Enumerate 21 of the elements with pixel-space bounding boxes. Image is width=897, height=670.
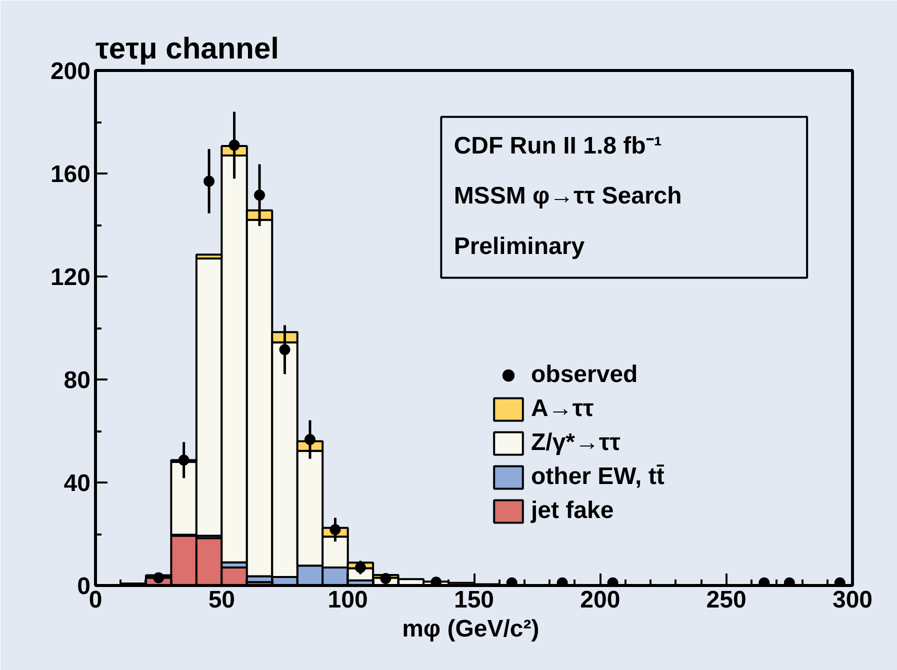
x-tick-label: 100 xyxy=(328,586,368,614)
legend-label: jet fake xyxy=(531,497,614,525)
chart-title: τeτμ channel xyxy=(96,32,280,66)
legend-label: observed xyxy=(531,361,638,389)
y-tick-label: 160 xyxy=(50,161,91,188)
y-tick-label: 120 xyxy=(50,264,91,291)
x-tick-label: 250 xyxy=(706,586,746,614)
x-axis-title: mφ (GeV/c²) xyxy=(402,616,540,642)
legend-label: other EW, tt̄ xyxy=(531,463,664,491)
x-tick-label: 300 xyxy=(832,586,873,614)
x-tick-label: 200 xyxy=(580,586,620,614)
x-tick-label: 150 xyxy=(454,586,494,614)
y-tick-label: 80 xyxy=(64,367,91,394)
legend-label: A→ττ xyxy=(531,395,594,423)
legend-label: Z/γ*→ττ xyxy=(531,429,620,457)
annotation: Preliminary xyxy=(454,232,586,260)
annotation: MSSM φ→ττ Search xyxy=(454,182,682,210)
x-tick-label: 50 xyxy=(208,586,236,614)
y-tick-label: 200 xyxy=(50,58,91,85)
annotation: CDF Run II 1.8 fb⁻¹ xyxy=(454,132,662,160)
y-tick-label: 40 xyxy=(64,470,91,497)
